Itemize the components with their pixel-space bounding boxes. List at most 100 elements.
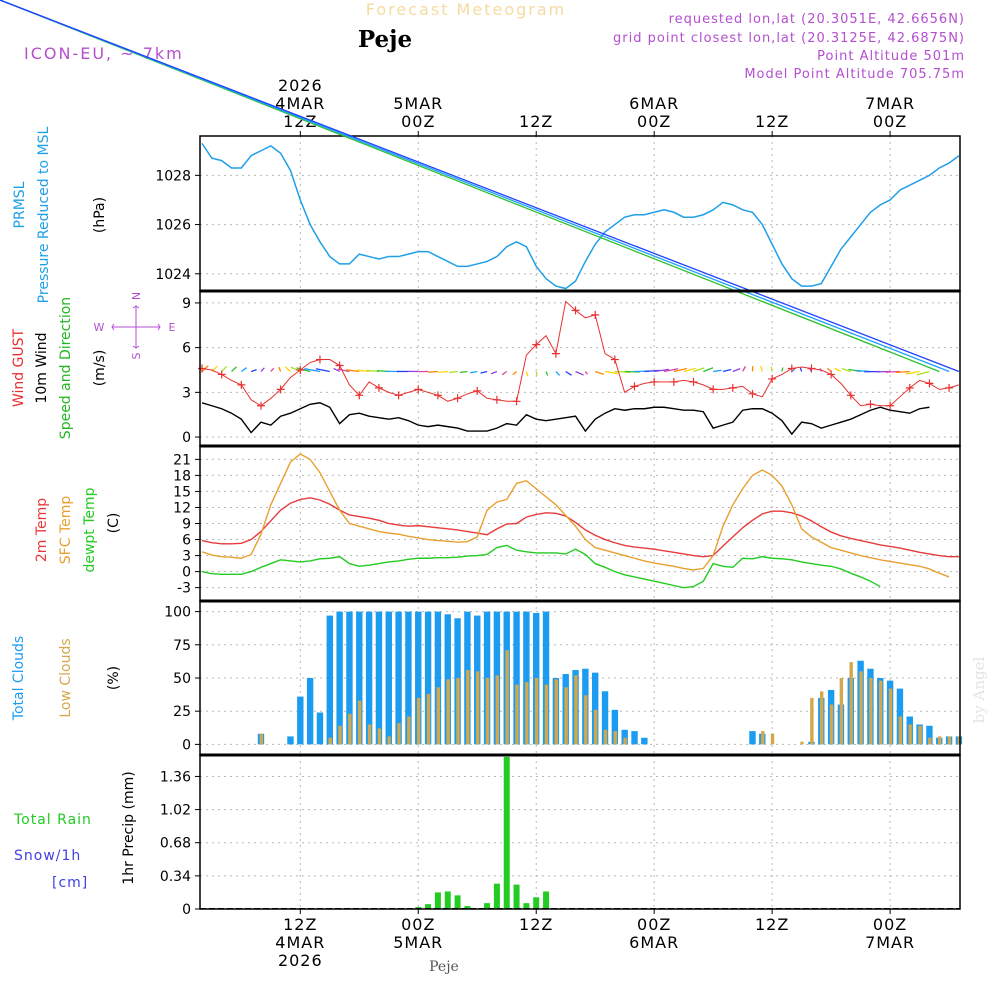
wind-direction-arrow [733,369,740,372]
low-cloud-bar [800,742,803,745]
total-cloud-bar [327,616,333,745]
low-cloud-bar [889,689,892,745]
wind-10m-label: 10m Wind [34,332,50,403]
temp-dewpt-label: dewpt Temp [82,487,98,572]
wind-gust-point [336,362,344,370]
low-clouds-label: Low Clouds [58,638,74,717]
low-cloud-bar [840,678,843,744]
low-cloud-bar [525,682,528,744]
temp-sfc-label: SFC Temp [58,496,74,565]
low-cloud-bar [378,728,381,744]
wind-direction-arrow [261,368,264,372]
rain-bar [455,895,461,909]
wind-direction-arrow [713,370,721,371]
wind-direction-arrow [449,371,457,372]
wind-gust-point [690,378,698,386]
low-cloud-bar [397,723,400,744]
wind-gust-point [473,387,481,395]
y-tick-label: 1024 [155,267,191,283]
y-tick-label: 6 [182,533,191,549]
low-cloud-bar [505,650,508,744]
cloud-unit-label: (%) [106,666,122,690]
wind-gust-point [748,390,756,398]
rain-bar [533,897,539,909]
low-cloud-bar [859,671,862,744]
low-cloud-bar [466,670,469,744]
low-cloud-bar [761,731,764,744]
y-tick-label: 6 [182,341,191,357]
low-cloud-bar [604,730,607,745]
total-cloud-bar [749,731,755,744]
pressure-labels: PRMSL Pressure Reduced to MSL (hPa) [12,126,108,303]
top-time-label: 7MAR [865,94,915,113]
snow-label: Snow/1h [14,848,81,864]
chart-title: Forecast Meteogram [366,0,566,19]
wind-gust-point [237,381,245,389]
low-cloud-bar [810,698,813,744]
wind-direction-arrow [491,371,497,373]
precip-unit-label: 1hr Precip (mm) [121,771,137,884]
wind-gust-point [768,375,776,383]
total-cloud-bar [386,612,392,745]
wind-direction-arrow [536,371,537,375]
wind-gust-point [414,385,422,393]
wind-direction-arrow [251,370,256,372]
wind-gust-point [493,396,501,404]
location-title: Peje [358,26,412,53]
temp-unit-label: (C) [106,513,122,534]
low-cloud-bar [348,714,351,745]
low-cloud-bar [456,678,459,744]
low-cloud-bar [623,738,626,745]
wind-direction-arrow [782,367,783,371]
wind-direction-arrow [428,371,438,372]
wind-gust-point [454,394,462,402]
y-tick-label: 0 [182,430,191,446]
prmsl-label: PRMSL [12,181,28,228]
wind-labels: Wind GUST 10m Wind Speed and Direction (… [11,297,108,439]
y-tick-label: 0 [182,565,191,581]
y-tick-label: 0 [182,902,191,918]
top-time-label: 5MAR [393,94,443,113]
wind-direction-arrow [439,371,448,372]
y-tick-label: 0.34 [160,869,191,885]
wind-gust-point [395,391,403,399]
cloud-labels: Total Clouds Low Clouds (%) [11,636,122,721]
wind-direction-arrow [279,367,281,372]
y-tick-label: 1028 [155,168,191,184]
low-cloud-bar [407,717,410,745]
wind-gust-point [198,365,206,373]
low-cloud-bar [358,701,361,745]
low-cloud-bar [869,678,872,744]
low-cloud-bar [535,678,538,744]
top-time-label: 12Z [755,112,789,131]
bottom-time-label: 12Z [283,915,317,934]
y-tick-label: 0.68 [160,836,191,852]
wind-direction-arrow [835,368,841,371]
rain-bar [435,892,441,909]
wind-direction-arrow [526,371,527,376]
wind-gust-label: Wind GUST [11,328,27,407]
wind-direction-arrow [513,371,517,374]
compass-east: E [169,321,176,334]
y-tick-label: 1.36 [160,769,191,785]
rain-bar [543,891,549,909]
y-tick-label: 100 [164,605,191,621]
wind-gust-point [631,382,639,390]
low-cloud-bar [928,738,931,745]
wind-direction-arrow [231,367,236,372]
total-cloud-bar [297,697,303,745]
total-cloud-bar [376,612,382,745]
bottom-time-label: 00Z [401,915,435,934]
total-cloud-bar [631,731,637,744]
wind-gust-point [591,311,599,319]
top-time-label: 00Z [401,112,435,131]
bottom-time-label: 5MAR [393,933,443,952]
pressure-line [202,143,959,288]
top-time-label: 6MAR [629,94,679,113]
total-cloud-bar [336,612,342,745]
wind-gust-point [257,402,265,410]
wind-unit-label: (m/s) [92,350,108,387]
